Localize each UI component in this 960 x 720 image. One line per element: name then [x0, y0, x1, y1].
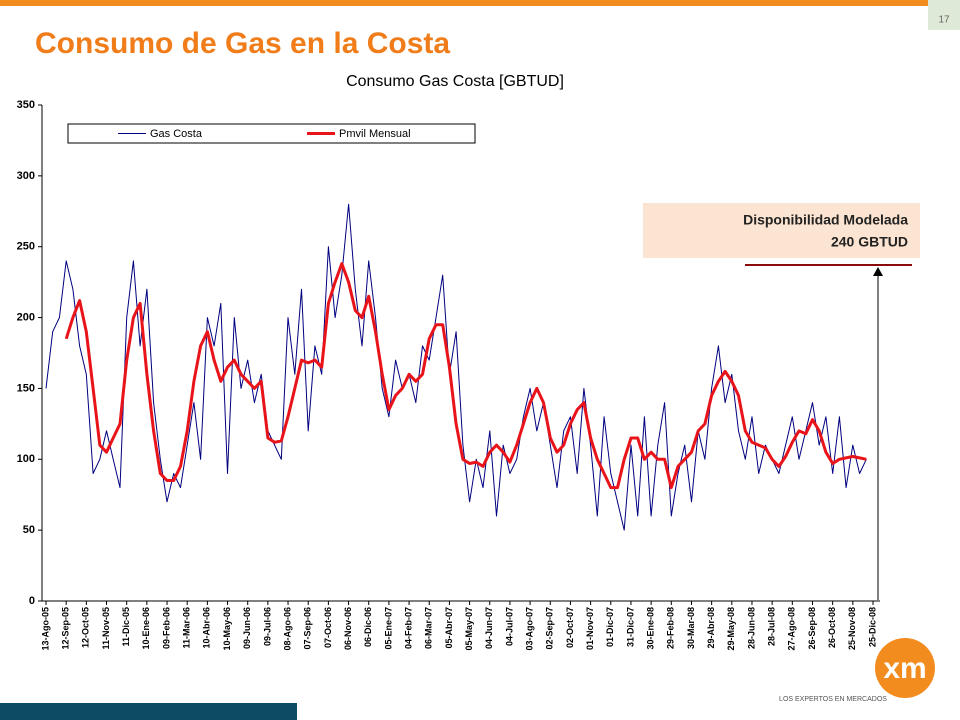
y-tick-label: 150	[17, 382, 35, 394]
x-tick-label: 01-Dic-07	[605, 607, 615, 647]
y-tick-label: 200	[17, 311, 35, 323]
x-tick-label: 04-Jul-07	[504, 607, 514, 646]
arrow-head	[873, 267, 883, 276]
legend-label: Pmvil Mensual	[339, 128, 411, 140]
x-tick-label: 07-Sep-06	[303, 607, 313, 650]
top-bar	[0, 0, 928, 6]
series-line	[64, 262, 867, 490]
chart-title: Consumo Gas Costa [GBTUD]	[346, 73, 564, 90]
x-tick-label: 03-Ago-07	[524, 607, 534, 651]
annotation-line: 240 GBTUD	[831, 234, 908, 250]
page-number-box	[928, 0, 960, 30]
y-tick-label: 250	[17, 241, 35, 253]
x-tick-label: 25-Nov-08	[847, 607, 857, 650]
x-tick-label: 25-Dic-08	[867, 607, 877, 647]
logo-text: xm	[883, 652, 926, 685]
x-tick-label: 11-Mar-06	[182, 607, 192, 649]
x-tick-label: 09-Jun-06	[242, 607, 252, 649]
x-tick-label: 28-Jun-08	[746, 607, 756, 649]
x-tick-label: 07-Oct-06	[323, 607, 333, 648]
x-tick-label: 10-May-06	[222, 607, 232, 651]
x-tick-label: 29-May-08	[726, 607, 736, 651]
y-tick-label: 50	[23, 524, 35, 536]
x-tick-label: 29-Abr-08	[706, 607, 716, 649]
y-tick-label: 350	[17, 99, 35, 111]
y-tick-label: 100	[17, 453, 35, 465]
logo-mark	[875, 638, 935, 698]
x-tick-label: 02-Oct-07	[565, 607, 575, 648]
x-tick-label: 13-Ago-05	[40, 607, 50, 651]
legend	[67, 123, 476, 144]
y-tick-label: 0	[29, 595, 35, 607]
x-tick-label: 05-Abr-07	[444, 607, 454, 649]
x-tick-label: 01-Nov-07	[585, 607, 595, 650]
x-tick-label: 05-May-07	[464, 607, 474, 651]
annotation-box	[643, 203, 920, 258]
logo-tagline: LOS EXPERTOS EN MERCADOS	[779, 696, 887, 703]
x-tick-label: 27-Ago-08	[787, 607, 797, 651]
x-tick-label: 06-Nov-06	[343, 607, 353, 650]
x-tick-label: 11-Dic-05	[121, 607, 131, 647]
x-tick-label: 09-Feb-06	[161, 607, 171, 649]
x-tick-label: 26-Oct-08	[827, 607, 837, 648]
legend-label: Gas Costa	[150, 128, 203, 140]
x-tick-label: 04-Feb-07	[403, 607, 413, 649]
x-tick-label: 06-Dic-06	[363, 607, 373, 647]
x-tick-label: 02-Sep-07	[545, 607, 555, 650]
y-tick-label: 300	[17, 170, 35, 182]
x-tick-label: 31-Dic-07	[625, 607, 635, 647]
x-tick-label: 05-Ene-07	[383, 607, 393, 650]
page-number: 17	[938, 15, 950, 26]
x-tick-label: 09-Jul-06	[262, 607, 272, 646]
x-tick-label: 10-Abr-06	[202, 607, 212, 649]
slide-title: Consumo de Gas en la Costa	[35, 27, 450, 60]
x-tick-label: 30-Ene-08	[645, 607, 655, 650]
annotation-line: Disponibilidad Modelada	[743, 212, 908, 228]
x-tick-label: 04-Jun-07	[484, 607, 494, 649]
x-tick-label: 12-Sep-05	[61, 607, 71, 650]
x-tick-label: 29-Feb-08	[666, 607, 676, 649]
series-line	[45, 203, 867, 531]
x-tick-label: 10-Ene-06	[141, 607, 151, 650]
bottom-bar	[0, 703, 297, 720]
x-tick-label: 28-Jul-08	[767, 607, 777, 646]
x-tick-label: 26-Sep-08	[807, 607, 817, 650]
x-tick-label: 06-Mar-07	[424, 607, 434, 649]
x-tick-label: 30-Mar-08	[686, 607, 696, 649]
x-tick-label: 12-Oct-05	[81, 607, 91, 648]
x-tick-label: 08-Ago-06	[282, 607, 292, 651]
x-tick-label: 11-Nov-05	[101, 607, 111, 650]
